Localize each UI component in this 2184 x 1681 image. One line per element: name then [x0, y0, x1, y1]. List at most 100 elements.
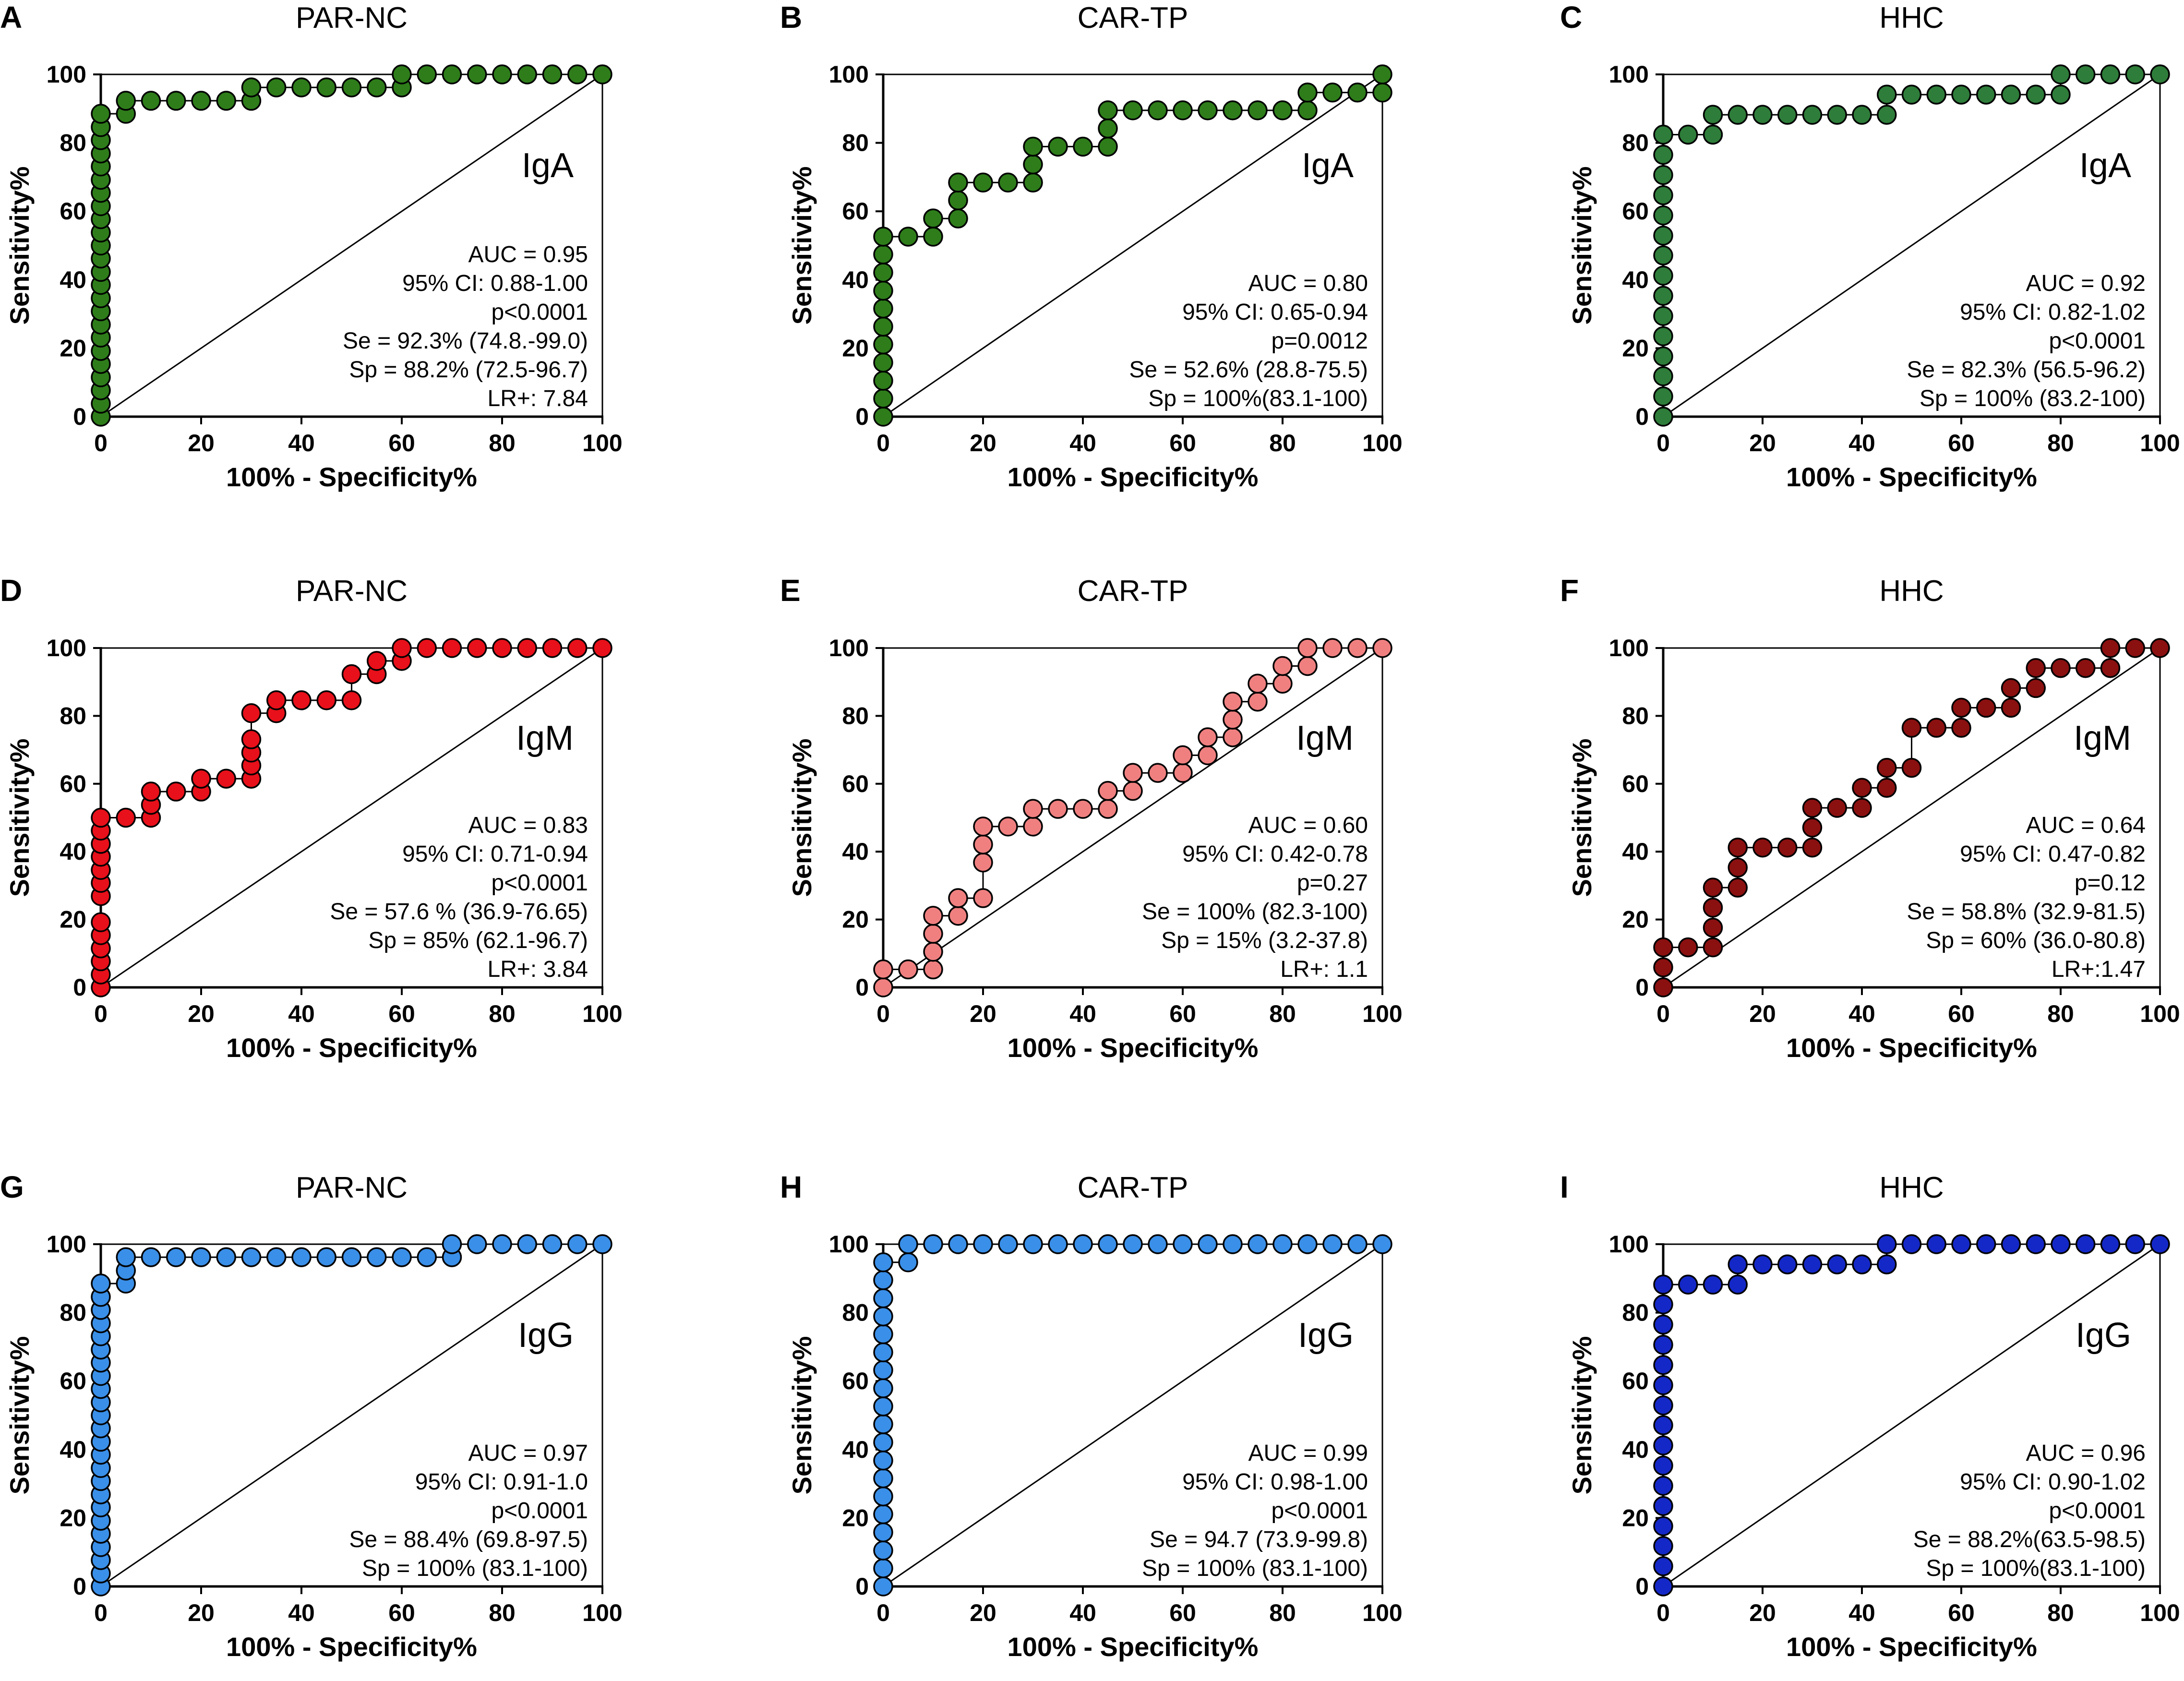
roc-point: [1653, 1314, 1673, 1335]
stat-line: 95% CI: 0.47-0.82: [1960, 841, 2146, 867]
roc-point: [2001, 678, 2021, 698]
x-axis-label-a: 100% - Specificity%: [226, 462, 477, 492]
roc-point: [542, 638, 563, 658]
roc-point: [1653, 124, 1673, 145]
roc-point: [91, 807, 111, 828]
roc-point: [1777, 105, 1798, 125]
roc-point: [873, 1288, 893, 1309]
y-tick-label-g: 60: [60, 1368, 86, 1394]
roc-point: [1098, 136, 1118, 157]
roc-point: [316, 77, 336, 97]
roc-point: [417, 1247, 437, 1267]
panel-letter-a: A: [0, 0, 22, 35]
x-tick-label-b: 0: [876, 430, 890, 456]
roc-point: [2076, 658, 2096, 678]
roc-point: [592, 1234, 612, 1254]
roc-point: [923, 227, 943, 247]
roc-point: [873, 1270, 893, 1290]
panel-h: H CAR-TP 00 20 20 40 40 60 60 80 80 100 100 100% - Sp…: [780, 1170, 1403, 1662]
panel-d: D PAR-NC 00 20 20 40 40 60 60 80 80 100 100 100% - Sp…: [0, 573, 623, 1063]
stat-line: AUC = 0.83: [468, 813, 588, 838]
roc-point: [1976, 1234, 1996, 1254]
x-tick-label-a: 80: [489, 430, 516, 456]
roc-point: [2026, 1234, 2046, 1254]
stat-line: AUC = 0.99: [1248, 1441, 1368, 1466]
panel-i: I HHC 00 20 20 40 40 60 60 80 80 100 100 100% - Speci…: [1560, 1170, 2180, 1662]
x-tick-label-i: 100: [2140, 1599, 2180, 1626]
stat-line: Sp = 100% (83.1-100): [1142, 1556, 1368, 1581]
roc-point: [1653, 1355, 1673, 1375]
roc-point: [1653, 1496, 1673, 1516]
roc-point: [1297, 83, 1318, 103]
roc-point: [1653, 185, 1673, 205]
y-tick-label-e: 40: [842, 838, 869, 865]
roc-point: [2125, 64, 2145, 84]
roc-point: [1248, 691, 1268, 712]
x-tick-label-i: 60: [1948, 1599, 1975, 1626]
roc-point: [1926, 718, 1946, 738]
roc-point: [166, 91, 186, 111]
y-tick-label-d: 20: [60, 906, 86, 933]
roc-point: [1653, 144, 1673, 165]
roc-point: [1023, 154, 1043, 175]
y-tick-label-b: 80: [842, 130, 869, 156]
roc-point: [1173, 763, 1193, 783]
roc-point: [1703, 898, 1723, 918]
stat-line: Se = 88.2%(63.5-98.5): [1913, 1527, 2146, 1552]
roc-point: [948, 172, 968, 193]
y-axis-label-b: Sensitivity%: [787, 167, 817, 325]
stat-line: 95% CI: 0.71-0.94: [402, 841, 588, 867]
roc-point: [2125, 1234, 2145, 1254]
reference-diagonal-g: [100, 1243, 603, 1587]
x-axis-label-f: 100% - Specificity%: [1786, 1033, 2037, 1063]
x-tick-label-h: 20: [970, 1599, 996, 1626]
roc-point: [1703, 917, 1723, 938]
immunoglobulin-label-c: IgA: [2079, 146, 2131, 185]
x-tick-label-g: 80: [489, 1599, 516, 1626]
x-axis-label-e: 100% - Specificity%: [1008, 1033, 1259, 1063]
roc-point: [898, 959, 918, 980]
roc-point: [492, 64, 512, 84]
roc-point: [442, 638, 462, 658]
roc-point: [2051, 64, 2071, 84]
y-tick-label-g: 40: [60, 1436, 86, 1463]
roc-point: [1653, 1576, 1673, 1597]
roc-point: [1827, 798, 1847, 818]
x-tick-label-d: 60: [388, 1000, 415, 1027]
x-tick-label-c: 60: [1948, 430, 1975, 456]
roc-point: [873, 1360, 893, 1381]
roc-point: [1347, 1234, 1368, 1254]
roc-point: [973, 1234, 993, 1254]
x-tick-label-h: 80: [1269, 1599, 1296, 1626]
roc-point: [1297, 638, 1318, 658]
stat-line: Sp = 100% (83.1-100): [362, 1556, 588, 1581]
panel-f: F HHC 00 20 20 40 40 60 60 80 80 100 100 100% - Speci…: [1560, 573, 2180, 1063]
roc-point: [948, 1234, 968, 1254]
roc-point: [873, 280, 893, 301]
roc-point: [1248, 1234, 1268, 1254]
panel-a: A PAR-NC 00 20 20 40 40 60 60 80 80 100 100 100% - Sp…: [0, 0, 623, 492]
roc-point: [998, 1234, 1018, 1254]
roc-point: [1272, 1234, 1293, 1254]
roc-point: [1322, 1234, 1343, 1254]
y-tick-label-f: 20: [1622, 906, 1649, 933]
stat-line: Sp = 15% (3.2-37.8): [1161, 928, 1368, 953]
roc-point: [492, 638, 512, 658]
roc-point: [341, 664, 362, 684]
roc-point: [1098, 100, 1118, 120]
immunoglobulin-label-h: IgG: [1298, 1316, 1354, 1355]
stat-line: Sp = 100%(83.1-100): [1148, 386, 1368, 411]
roc-point: [442, 1234, 462, 1254]
roc-point: [873, 1450, 893, 1471]
roc-point: [1653, 1415, 1673, 1435]
roc-point: [898, 227, 918, 247]
roc-point: [392, 1247, 412, 1267]
roc-point: [2051, 1234, 2071, 1254]
x-tick-label-h: 60: [1169, 1599, 1196, 1626]
roc-point: [1023, 136, 1043, 157]
stat-line: Se = 58.8% (32.9-81.5): [1907, 899, 2146, 925]
roc-point: [1123, 780, 1143, 801]
roc-point: [1372, 1234, 1392, 1254]
x-tick-label-f: 0: [1656, 1000, 1670, 1027]
stat-line: p<0.0001: [491, 1498, 588, 1524]
